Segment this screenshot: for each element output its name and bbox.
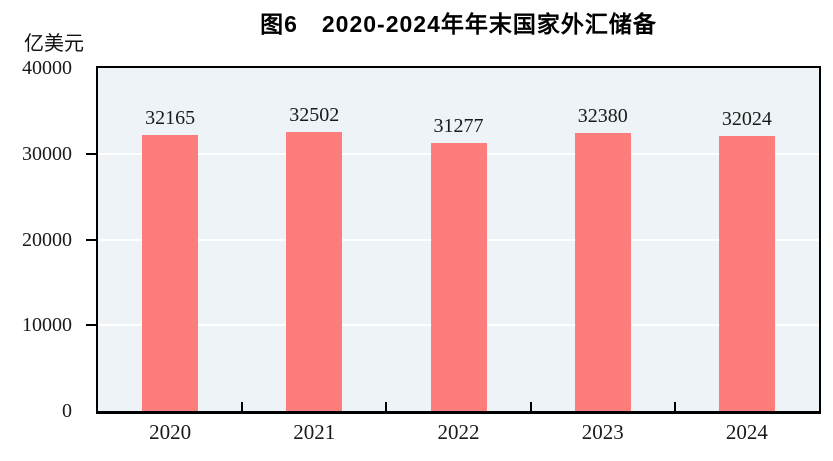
y-tick-label-30000: 30000 bbox=[22, 142, 72, 165]
y-tick-label-10000: 10000 bbox=[22, 314, 72, 337]
bar-2021 bbox=[286, 132, 343, 411]
x-axis-tick-mark bbox=[385, 402, 388, 411]
x-tick-label-2022: 2022 bbox=[437, 420, 480, 444]
y-tick-label-0: 0 bbox=[62, 400, 72, 422]
x-tick-label-2023: 2023 bbox=[581, 420, 624, 444]
bar-2024 bbox=[718, 136, 775, 411]
x-axis-tick-labels: 2020 2021 2022 2023 2024 bbox=[98, 421, 819, 445]
bar-2023 bbox=[574, 133, 631, 411]
y-axis-tick-labels: 0 10000 20000 30000 40000 bbox=[0, 57, 84, 422]
y-axis-tick-mark bbox=[86, 152, 96, 155]
bar-2022 bbox=[430, 142, 487, 411]
bar-2020 bbox=[142, 135, 199, 411]
x-tick-label-2024: 2024 bbox=[725, 420, 768, 444]
x-axis-tick-mark bbox=[529, 402, 532, 411]
y-tick-label-40000: 40000 bbox=[22, 57, 72, 79]
x-tick-label-2020: 2020 bbox=[149, 420, 192, 444]
y-axis-unit-label: 亿美元 bbox=[24, 33, 84, 55]
y-axis-tick-mark bbox=[86, 324, 96, 327]
bar-value-label-2023: 32380 bbox=[577, 105, 628, 128]
x-tick-label-2021: 2021 bbox=[293, 420, 336, 444]
x-axis-tick-mark bbox=[673, 402, 676, 411]
bar-value-label-2024: 32024 bbox=[721, 108, 772, 131]
plot-area: 32165 32502 31277 32380 32024 bbox=[96, 66, 821, 414]
bar-value-label-2020: 32165 bbox=[145, 107, 196, 130]
bar-value-label-2022: 31277 bbox=[433, 114, 484, 137]
chart-title: 图6 2020-2024年年末国家外汇储备 bbox=[260, 11, 657, 37]
x-axis-tick-mark bbox=[241, 402, 244, 411]
bar-value-label-2021: 32502 bbox=[289, 104, 340, 127]
y-axis-tick-mark bbox=[86, 238, 96, 241]
y-tick-label-20000: 20000 bbox=[22, 228, 72, 251]
